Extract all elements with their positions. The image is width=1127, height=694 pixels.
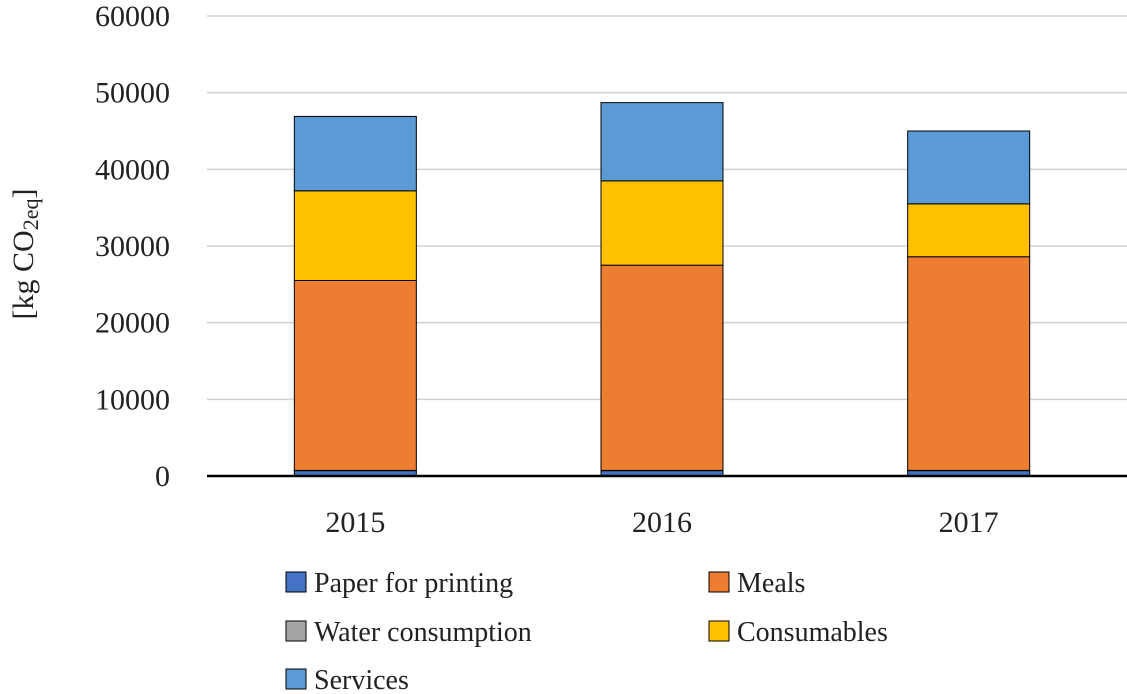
y-tick-label: 60000 [95,0,170,33]
legend-swatch [708,620,730,642]
y-tick-label: 50000 [95,77,170,110]
legend-label: Meals [737,568,805,599]
legend-swatch [708,571,730,593]
y-axis-title-prefix: [kg CO [7,230,40,319]
legend-label: Water consumption [314,617,532,648]
legend-swatch [285,620,307,642]
x-tick-label: 2015 [325,506,385,539]
x-tick-label: 2016 [632,506,692,539]
bar-segment-services [600,102,724,182]
y-axis-title: [kg CO2eq] [7,189,43,320]
legend-label: Consumables [737,617,888,648]
legend-swatch [285,571,307,593]
legend-label: Services [314,665,409,694]
legend-swatch [285,668,307,690]
x-tick-label: 2017 [939,506,999,539]
bar-segment-services [293,115,417,192]
y-axis-title-suffix: ] [7,189,40,199]
bar-segment-meals [907,256,1031,471]
y-tick-labels: 0 10000 20000 30000 40000 50000 60000 [95,0,170,493]
y-axis-title-subscript: 2eq [18,199,43,231]
x-tick-labels: 2015 2016 2017 [325,506,998,539]
bar-segment-consumables [293,190,417,281]
legend-label: Paper for printing [314,568,513,599]
bars [293,102,1031,477]
y-tick-label: 20000 [95,307,170,340]
bar-segment-consumables [600,180,724,266]
bar-segment-meals [600,264,724,471]
legend: Paper for printing Meals Water consumption… [285,568,888,694]
bar-segment-services [907,130,1031,205]
y-tick-label: 10000 [95,383,170,416]
bar-segment-meals [293,280,417,471]
y-tick-label: 30000 [95,230,170,263]
y-tick-label: 40000 [95,153,170,186]
y-tick-label: 0 [155,460,170,493]
bar-segment-consumables [907,203,1031,258]
